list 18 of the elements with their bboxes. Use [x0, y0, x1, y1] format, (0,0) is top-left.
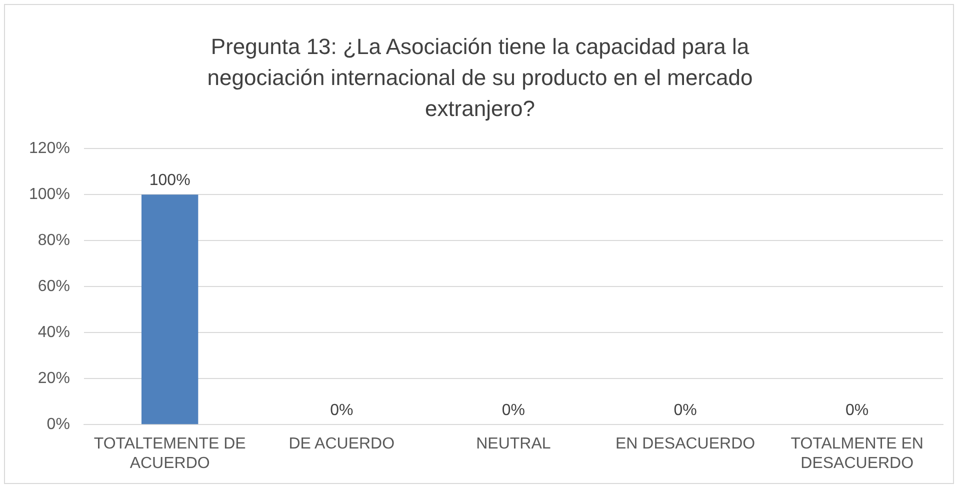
x-tick-label: NEUTRAL: [476, 436, 551, 453]
x-tick-label: TOTALTEMENTE DE ACUERDO: [94, 436, 246, 472]
y-tick-label: 60%: [38, 278, 70, 296]
x-tick-label: TOTALMENTE EN DESACUERDO: [790, 436, 924, 472]
y-tick-label: 120%: [29, 140, 70, 158]
data-label: 0%: [674, 402, 697, 420]
data-label: 0%: [502, 402, 526, 420]
y-tick-label: 100%: [29, 186, 70, 204]
data-label: 0%: [846, 402, 869, 420]
chart-title: Pregunta 13: ¿La Asociación tiene la capacidad para la negociación internacional de su producto en el mercado extranjero?: [206, 33, 754, 123]
data-label: 100%: [149, 172, 190, 190]
data-label: 0%: [330, 402, 354, 420]
x-tick-label: DE ACUERDO: [288, 436, 395, 453]
y-tick-label: 40%: [38, 324, 70, 342]
y-tick-label: 80%: [38, 232, 70, 250]
x-tick-label: EN DESACUERDO: [615, 436, 756, 453]
y-tick-label: 0%: [46, 416, 70, 434]
y-tick-label: 20%: [38, 370, 70, 388]
